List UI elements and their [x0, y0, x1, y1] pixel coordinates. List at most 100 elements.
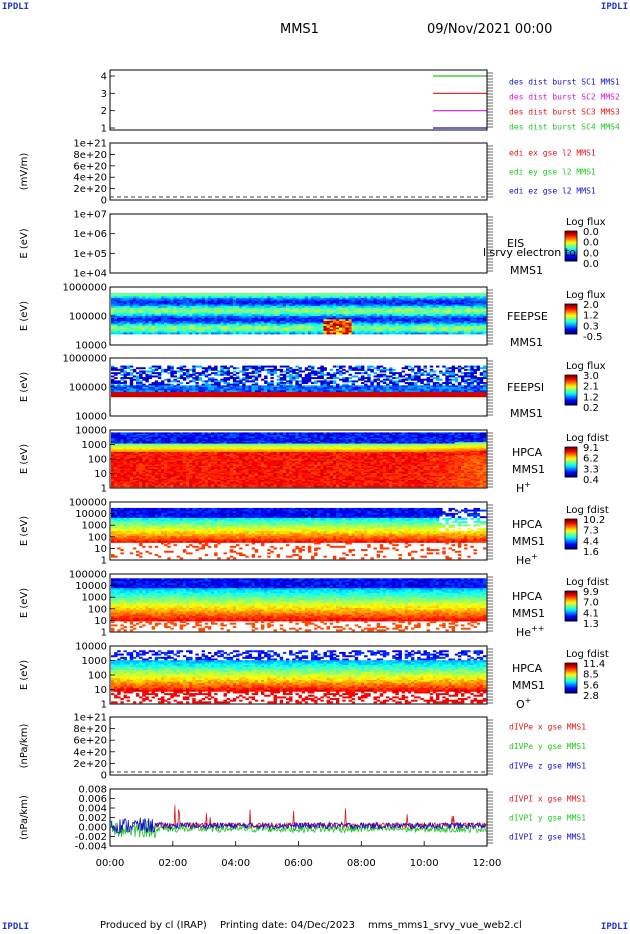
panel-feepse-spectrogram-cell: [173, 294, 177, 297]
panel-feepse-spectrogram-cell: [245, 311, 249, 314]
panel-feepse-spectrogram-cell: [201, 309, 206, 312]
panel-feepsi-spectrogram-cell: [329, 377, 334, 380]
panel-eis-colorbar-cell: [565, 238, 577, 241]
panel-feepse-spectrogram-cell: [198, 332, 202, 335]
panel-feepsi-spectrogram-cell: [367, 368, 371, 371]
panel-feepse-spectrogram-cell: [154, 330, 159, 333]
panel-feepsi-spectrogram-cell: [423, 373, 427, 376]
panel-feepse-spectrogram-cell: [217, 316, 221, 318]
panel-feepsi-spectrogram-cell: [126, 367, 131, 370]
panel-feepse-spectrogram-cell: [195, 292, 199, 295]
panel-feepse-spectrogram-cell: [195, 294, 199, 297]
panel-feepse-spectrogram-cell: [145, 312, 149, 315]
panel-feepsi-spectrogram-cell: [320, 377, 324, 380]
panel-eis-frame: [109, 213, 488, 274]
panel-feepse-spectrogram-cell: [139, 292, 143, 295]
panel-feepsi-spectrogram-cell: [357, 372, 362, 375]
panel-feepse-spectrogram-cell: [211, 317, 215, 320]
panel-feepsi-spectrogram-cell: [411, 370, 415, 373]
panel-feepse-spectrogram-cell: [129, 302, 134, 305]
panel-feepse-spectrogram-cell: [114, 320, 118, 323]
panel-feepsi-spectrogram-cell: [279, 395, 284, 398]
panel-feepsi-spectrogram-cell: [179, 370, 184, 373]
panel-feepsi-spectrogram-cell: [414, 365, 418, 368]
panel-feepse-spectrogram-cell: [179, 320, 184, 323]
panel-feepse-spectrogram-cell: [276, 332, 281, 335]
panel-feepse-spectrogram-cell: [173, 327, 177, 330]
panel-eis-colorbar-title: Log flux: [566, 217, 606, 228]
panel-feepse-spectrogram-cell: [201, 325, 206, 328]
panel-eis-ytick-label: 1e+06: [73, 229, 107, 240]
panel-feepse-spectrogram-cell: [126, 294, 131, 297]
panel-feepse-spectrogram-cell: [217, 325, 221, 328]
panel-feepse-spectrogram-cell: [123, 324, 127, 327]
panel-feepse-spectrogram-cell: [192, 307, 196, 310]
panel-feepse-spectrogram-cell: [132, 314, 137, 317]
panel-feepse-spectrogram-cell: [136, 296, 140, 299]
panel-feepse-spectrogram-cell: [192, 329, 196, 332]
panel-feepsi-spectrogram-cell: [457, 375, 462, 378]
panel-feepsi-spectrogram-cell: [314, 373, 318, 376]
panel-feepse-spectrogram-cell: [226, 301, 231, 304]
panel-feepse-spectrogram-cell: [223, 332, 227, 335]
panel-eis-colorbar-cell: [565, 249, 577, 253]
panel-feepse-spectrogram-cell: [157, 309, 162, 312]
panel-feepse-spectrogram-cell: [192, 332, 196, 335]
panel-feepse-spectrogram-cell: [173, 319, 177, 322]
panel-feepse-spectrogram-cell: [182, 329, 187, 332]
panel-feepsi-ytick-label: 1000000: [62, 354, 107, 365]
panel-feepsi-spectrogram-cell: [286, 395, 290, 398]
panel-feepse-spectrogram-cell: [157, 302, 162, 305]
panel-feepse-spectrogram-cell: [236, 296, 240, 299]
panel-feepse-spectrogram-cell: [214, 294, 218, 297]
panel-feepse-spectrogram-cell: [223, 306, 227, 309]
panel-feepsi-spectrogram-cell: [470, 395, 474, 398]
panel-feepse-spectrogram-cell: [232, 304, 237, 307]
panel-feepse-spectrogram-cell: [136, 302, 140, 305]
panel-feepse-spectrogram-cell: [117, 325, 121, 328]
panel-feepse-spectrogram-cell: [214, 306, 218, 309]
panel-feepse-spectrogram-cell: [111, 312, 115, 315]
panel-feepse-spectrogram-cell: [220, 327, 224, 330]
panel-feepse-spectrogram-cell: [232, 319, 237, 322]
panel-feepse-spectrogram-cell: [186, 325, 190, 328]
panel-feepsi-spectrogram-cell: [236, 377, 240, 380]
panel-feepse-spectrogram-cell: [167, 329, 171, 332]
panel-feepse-spectrogram-cell: [129, 299, 134, 302]
panel-feepsi-spectrogram-cell: [307, 395, 312, 398]
panel-feepse-spectrogram-cell: [129, 304, 134, 307]
panel-feepse-spectrogram-cell: [232, 322, 237, 325]
panel-feepse-spectrogram-cell: [161, 306, 165, 309]
panel-feepsi-spectrogram-cell: [326, 373, 331, 376]
panel-feepse-spectrogram-cell: [242, 304, 246, 307]
panel-feepse-spectrogram-cell: [220, 325, 224, 328]
panel-feepse-spectrogram-cell: [142, 299, 146, 302]
panel-feepse-spectrogram-cell: [179, 296, 184, 299]
panel-feepse-spectrogram-cell: [132, 319, 137, 322]
panel-feepsi-spectrogram-cell: [342, 395, 346, 398]
panel-feepsi-spectrogram-cell: [157, 377, 162, 380]
panel-feepse-spectrogram-cell: [120, 311, 124, 314]
corner-label-top-right: IPDLI: [600, 2, 628, 12]
panel-feepse-spectrogram-cell: [232, 320, 237, 323]
panel-feepsi-spectrogram-cell: [157, 395, 162, 398]
panel-feepse-spectrogram-cell: [136, 330, 140, 333]
panel-feepsi-spectrogram-cell: [348, 368, 352, 371]
panel-feepse-spectrogram-cell: [117, 292, 121, 295]
panel-feepse-spectrogram-cell: [217, 296, 221, 299]
panel-feepse-spectrogram-cell: [226, 316, 231, 318]
panel-feepse-spectrogram-cell: [142, 332, 146, 335]
panel-feepse-spectrogram-cell: [126, 301, 131, 304]
panel-feepsi-spectrogram-cell: [207, 395, 212, 398]
panel-feepse-spectrogram-cell: [273, 332, 277, 335]
panel-feepse-spectrogram-cell: [157, 296, 162, 299]
panel-feepsi-spectrogram-cell: [454, 395, 459, 398]
panel-feepse-spectrogram-cell: [129, 297, 134, 300]
panel-feepse-spectrogram-cell: [157, 312, 162, 315]
panel-feepsi-spectrogram-cell: [154, 368, 159, 371]
panel-feepse-spectrogram-cell: [179, 324, 184, 327]
panel-feepse-spectrogram-cell: [145, 309, 149, 312]
panel-feepse-spectrogram-cell: [154, 314, 159, 317]
panel-feepse-spectrogram-cell: [364, 332, 368, 335]
